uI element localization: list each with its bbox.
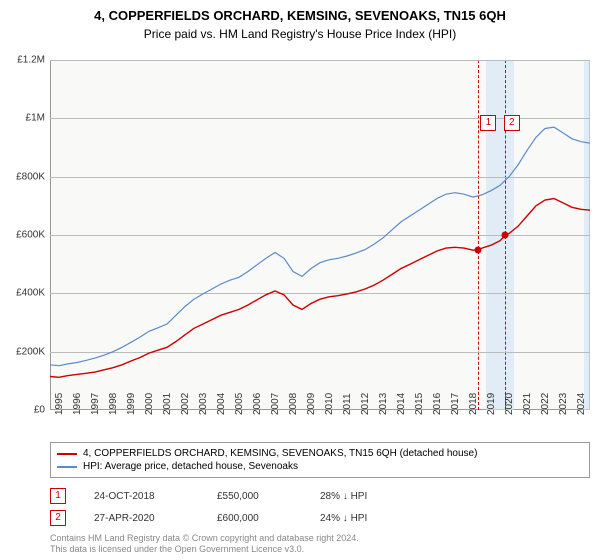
x-axis-label: 1998	[108, 393, 119, 415]
y-axis-label: £1.2M	[17, 55, 45, 66]
x-axis-label: 1995	[54, 393, 65, 415]
sale-row: 1 24-OCT-2018 £550,000 28% ↓ HPI	[50, 485, 400, 507]
legend: 4, COPPERFIELDS ORCHARD, KEMSING, SEVENO…	[50, 442, 590, 478]
sale-row-marker: 2	[50, 510, 66, 526]
sale-dot	[502, 232, 509, 239]
chart-subtitle: Price paid vs. HM Land Registry's House …	[0, 23, 600, 41]
sale-row: 2 27-APR-2020 £600,000 24% ↓ HPI	[50, 507, 400, 529]
sale-row-marker: 1	[50, 488, 66, 504]
x-axis-label: 2016	[432, 393, 443, 415]
legend-label: HPI: Average price, detached house, Seve…	[83, 461, 298, 472]
x-axis-label: 2018	[468, 393, 479, 415]
legend-swatch	[57, 466, 77, 468]
attribution-footer: Contains HM Land Registry data © Crown c…	[50, 533, 359, 556]
chart-title: 4, COPPERFIELDS ORCHARD, KEMSING, SEVENO…	[0, 0, 600, 23]
chart-container: 4, COPPERFIELDS ORCHARD, KEMSING, SEVENO…	[0, 0, 600, 560]
sale-delta: 24% ↓ HPI	[320, 513, 400, 524]
legend-label: 4, COPPERFIELDS ORCHARD, KEMSING, SEVENO…	[83, 448, 477, 459]
x-axis-label: 2020	[504, 393, 515, 415]
x-axis-label: 2012	[360, 393, 371, 415]
x-axis-label: 2005	[234, 393, 245, 415]
x-axis-label: 2019	[486, 393, 497, 415]
x-axis-label: 2021	[522, 393, 533, 415]
series-hpi	[50, 127, 590, 366]
y-axis-label: £400K	[16, 288, 45, 299]
x-axis-label: 2000	[144, 393, 155, 415]
sale-price: £550,000	[217, 491, 292, 502]
x-axis-label: 1999	[126, 393, 137, 415]
sale-dot	[475, 246, 482, 253]
x-axis-label: 2014	[396, 393, 407, 415]
legend-item: 4, COPPERFIELDS ORCHARD, KEMSING, SEVENO…	[57, 447, 583, 460]
x-axis-label: 2022	[540, 393, 551, 415]
x-axis-label: 1996	[72, 393, 83, 415]
sale-marker-box: 2	[504, 115, 520, 131]
x-axis-label: 2003	[198, 393, 209, 415]
x-axis-label: 2001	[162, 393, 173, 415]
y-axis-label: £800K	[16, 171, 45, 182]
y-axis-label: £0	[34, 405, 45, 416]
x-axis-label: 2004	[216, 393, 227, 415]
x-axis-label: 2002	[180, 393, 191, 415]
footer-line-2: This data is licensed under the Open Gov…	[50, 544, 359, 556]
x-axis-label: 2011	[342, 393, 353, 415]
x-axis-label: 2017	[450, 393, 461, 415]
y-axis-label: £600K	[16, 230, 45, 241]
x-axis-label: 2007	[270, 393, 281, 415]
legend-item: HPI: Average price, detached house, Seve…	[57, 460, 583, 473]
x-axis-label: 2023	[558, 393, 569, 415]
series-lines	[50, 60, 590, 410]
series-property	[50, 199, 590, 378]
plot-area: 12 £0£200K£400K£600K£800K£1M£1.2M 199519…	[50, 60, 590, 410]
sale-delta: 28% ↓ HPI	[320, 491, 400, 502]
sale-date: 24-OCT-2018	[94, 491, 189, 502]
x-axis-label: 2024	[576, 393, 587, 415]
x-axis-label: 2009	[306, 393, 317, 415]
x-axis-label: 2013	[378, 393, 389, 415]
x-axis-label: 2008	[288, 393, 299, 415]
sale-price: £600,000	[217, 513, 292, 524]
x-axis-label: 2006	[252, 393, 263, 415]
footer-line-1: Contains HM Land Registry data © Crown c…	[50, 533, 359, 545]
x-axis-label: 2010	[324, 393, 335, 415]
y-axis-label: £200K	[16, 346, 45, 357]
legend-swatch	[57, 453, 77, 455]
y-axis-label: £1M	[26, 113, 45, 124]
sale-date: 27-APR-2020	[94, 513, 189, 524]
sale-marker-box: 1	[480, 115, 496, 131]
x-axis-label: 2015	[414, 393, 425, 415]
x-axis-label: 1997	[90, 393, 101, 415]
sales-table: 1 24-OCT-2018 £550,000 28% ↓ HPI 2 27-APR-202…	[50, 485, 400, 529]
